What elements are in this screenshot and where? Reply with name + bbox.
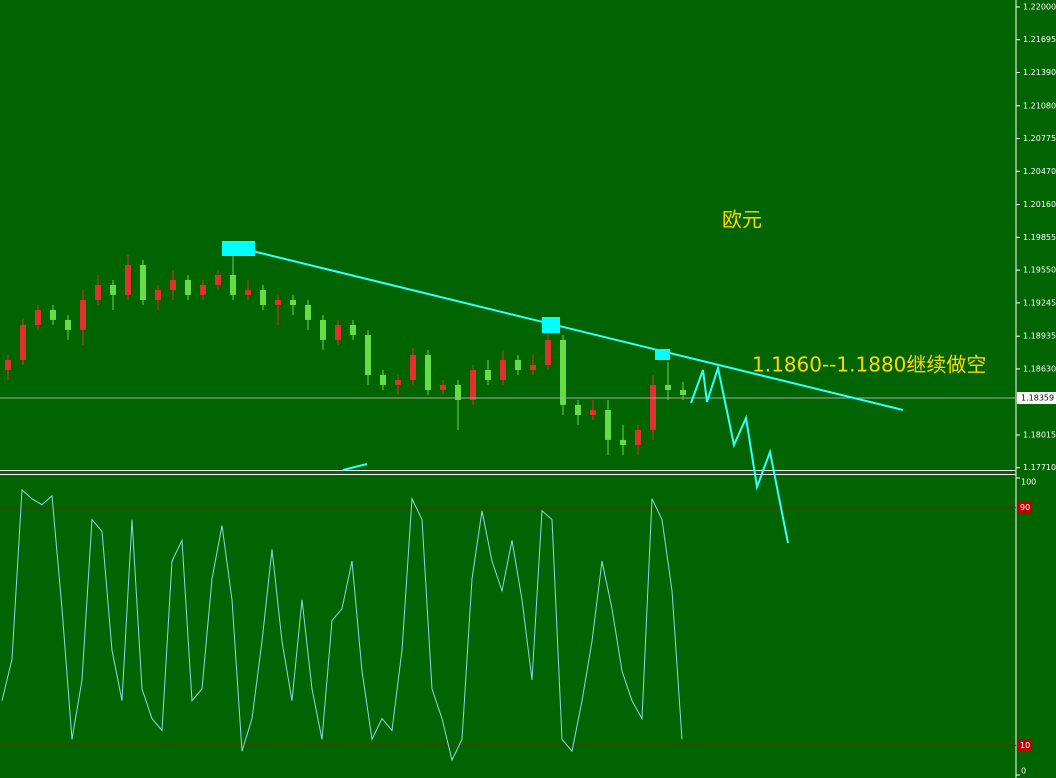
candle-body (560, 339, 566, 405)
current-price-label: 1.18359 (1021, 394, 1054, 403)
y-tick-label: 1.18935 (1023, 332, 1056, 341)
y-tick-label: 1.19550 (1023, 266, 1056, 275)
level-box (1018, 501, 1032, 514)
candle-body (80, 299, 86, 330)
candle-body (575, 404, 581, 416)
y-tick-label: 1.21080 (1023, 101, 1056, 110)
y-tick-label: 1.19245 (1023, 298, 1056, 307)
annotation: 1.1860--1.1880继续做空 (752, 353, 986, 377)
candle-body (545, 339, 551, 365)
candle-body (665, 384, 671, 390)
candle-body (155, 289, 161, 300)
candle-body (35, 309, 41, 326)
candle-body (395, 379, 401, 385)
y-tick-label: 1.20775 (1023, 134, 1056, 143)
candle-body (275, 299, 281, 306)
candle-body (335, 325, 341, 340)
candle-body (290, 299, 296, 306)
y-tick-label: 1.20470 (1023, 167, 1056, 176)
candle-body (605, 409, 611, 440)
y-tick-label: 100 (1021, 478, 1036, 487)
candle-body (185, 280, 191, 295)
candle-body (20, 325, 26, 360)
oscillator-line (1, 488, 683, 762)
candle-body (635, 429, 641, 445)
candle-body (50, 309, 56, 320)
y-tick-label: 1.17710 (1023, 463, 1056, 472)
y-tick-label: 1.22000 (1023, 2, 1056, 11)
y-tick-label: 1.20160 (1023, 200, 1056, 209)
trend-anchor (542, 317, 560, 333)
candle-body (440, 384, 446, 390)
level-label: 10 (1020, 741, 1030, 750)
candle-body (5, 359, 11, 371)
candle-body (125, 264, 131, 295)
y-tick-label: 1.18630 (1023, 364, 1056, 373)
candle-body (140, 264, 146, 300)
y-tick-label: 1.19855 (1023, 233, 1056, 242)
candle-body (620, 439, 626, 445)
trend-line (239, 247, 904, 411)
candle-body (455, 384, 461, 400)
annotation: 欧元 (722, 208, 762, 232)
candle-body (590, 409, 596, 416)
candle-body (260, 289, 266, 306)
candle-body (230, 274, 236, 295)
candle-body (470, 370, 476, 400)
projection-path (690, 364, 789, 544)
candle-body (65, 319, 71, 330)
y-tick-label: 1.21695 (1023, 35, 1056, 44)
candle-body (215, 274, 221, 285)
candle-body (350, 325, 356, 335)
y-tick-label: 1.18015 (1023, 430, 1056, 439)
candle-body (680, 389, 686, 395)
level-box (1018, 739, 1032, 752)
candle-body (170, 280, 176, 290)
candle-body (410, 354, 416, 380)
candle-body (245, 289, 251, 295)
level-label: 90 (1020, 503, 1030, 512)
candle-body (305, 305, 311, 320)
candle-body (200, 284, 206, 295)
candle-body (515, 359, 521, 371)
y-tick-label: 1.21390 (1023, 68, 1056, 77)
candle-body (110, 284, 116, 295)
candle-body (650, 384, 656, 430)
candle-body (530, 364, 536, 371)
candle-body (320, 319, 326, 340)
y-tick-label: 0 (1021, 767, 1026, 776)
candle-body (380, 374, 386, 385)
trend-anchor (655, 349, 670, 360)
trend-anchor (222, 241, 255, 256)
short-line (342, 463, 368, 471)
candle-body (95, 284, 101, 300)
candle-body (425, 354, 431, 390)
candle-body (500, 359, 506, 380)
candle-body (365, 334, 371, 375)
current-price-box (1017, 392, 1056, 405)
candle-body (485, 370, 491, 380)
